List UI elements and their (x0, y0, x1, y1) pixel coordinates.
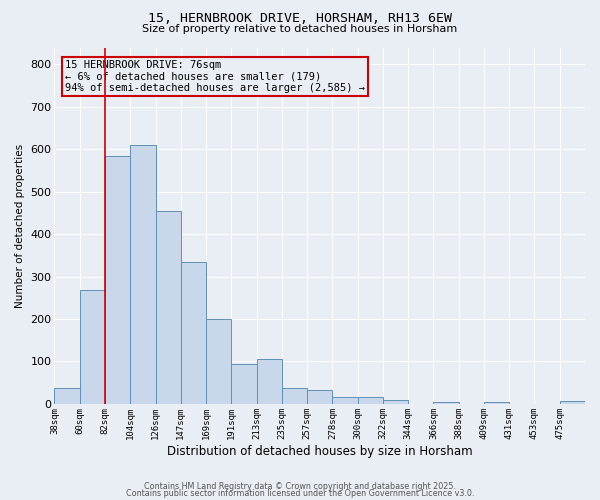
Bar (206, 319, 232, 404)
Bar (181, 262, 206, 404)
Text: Size of property relative to detached houses in Horsham: Size of property relative to detached ho… (142, 24, 458, 34)
Bar (55, 388, 80, 404)
Bar (155, 211, 181, 404)
Text: 15 HERNBROOK DRIVE: 76sqm
← 6% of detached houses are smaller (179)
94% of semi-: 15 HERNBROOK DRIVE: 76sqm ← 6% of detach… (65, 60, 365, 93)
Bar (257, 360, 282, 404)
Bar (358, 396, 383, 404)
Text: Contains HM Land Registry data © Crown copyright and database right 2025.: Contains HM Land Registry data © Crown c… (144, 482, 456, 491)
Text: Contains public sector information licensed under the Open Government Licence v3: Contains public sector information licen… (126, 489, 474, 498)
Bar (130, 145, 155, 404)
X-axis label: Distribution of detached houses by size in Horsham: Distribution of detached houses by size … (167, 444, 473, 458)
Bar (232, 364, 257, 404)
Y-axis label: Number of detached properties: Number of detached properties (15, 144, 25, 308)
Text: 15, HERNBROOK DRIVE, HORSHAM, RH13 6EW: 15, HERNBROOK DRIVE, HORSHAM, RH13 6EW (148, 12, 452, 26)
Bar (484, 402, 509, 404)
Bar (307, 390, 332, 404)
Bar (383, 400, 408, 404)
Bar (282, 388, 307, 404)
Bar (332, 397, 358, 404)
Bar (80, 290, 105, 404)
Bar (105, 156, 130, 404)
Bar (560, 401, 585, 404)
Bar (433, 402, 458, 404)
